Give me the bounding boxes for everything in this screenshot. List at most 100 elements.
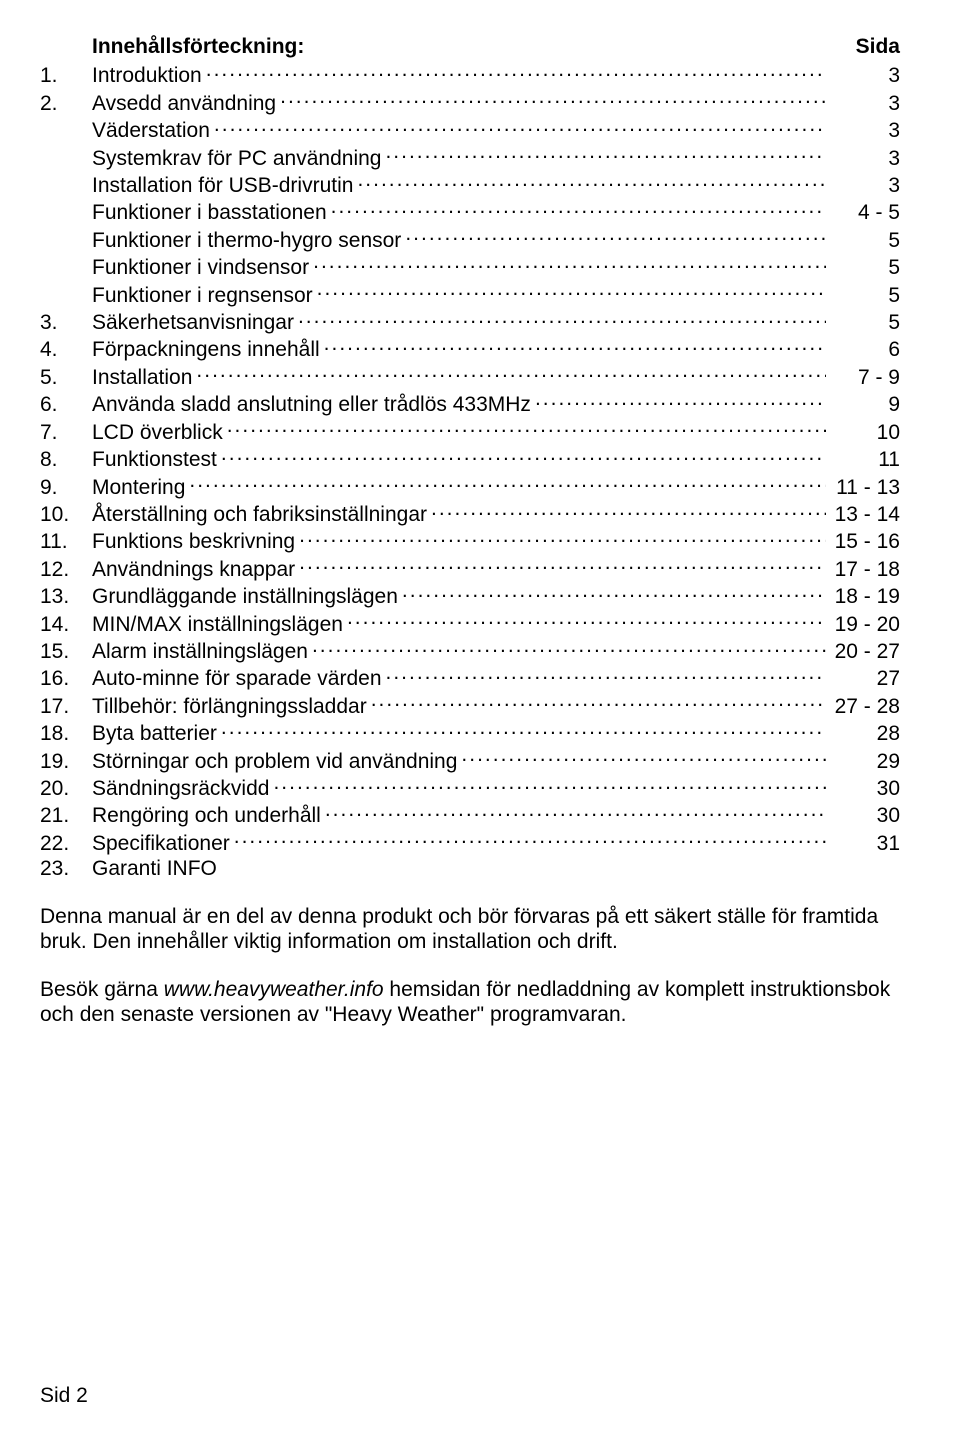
toc-page: 3 [830,118,900,143]
toc-leader [312,637,826,658]
toc-number: 16. [40,666,92,691]
toc-leader [227,418,826,439]
toc-label: Avsedd användning [92,91,276,116]
toc-leader [273,774,826,795]
toc-leader [298,308,826,329]
paragraph-1: Denna manual är en del av denna produkt … [40,904,900,955]
toc-page: 27 - 28 [830,694,900,719]
toc-page: 11 [830,447,900,472]
toc-number: 13. [40,584,92,609]
toc-number: 20. [40,776,92,801]
toc-leader [405,226,826,247]
toc-number: 12. [40,557,92,582]
toc-leader [331,198,826,219]
toc-number: 18. [40,721,92,746]
toc-row: 8.Funktionstest 11 [40,445,900,472]
toc-row: Funktioner i vindsensor 5 [40,253,900,280]
document-page: Innehållsförteckning: Sida 1.Introduktio… [0,0,960,1442]
toc-leader [371,692,826,713]
toc-label: Montering [92,475,185,500]
toc-page: 10 [830,420,900,445]
toc-number: 9. [40,475,92,500]
toc-label: LCD överblick [92,420,223,445]
toc-leader [214,116,826,137]
toc-label: Installation för USB-drivrutin [92,173,353,198]
toc-row: Funktioner i thermo-hygro sensor 5 [40,226,900,253]
toc-number: 10. [40,502,92,527]
toc-label: Installation [92,365,192,390]
toc-row: 10.Återställning och fabriksinställninga… [40,500,900,527]
paragraph-2-pre: Besök gärna [40,978,164,1001]
toc-leader [206,61,826,82]
toc-number: 22. [40,831,92,856]
toc-page: 3 [830,91,900,116]
toc-page: 5 [830,283,900,308]
toc-label: MIN/MAX inställningslägen [92,612,343,637]
toc-label: Sändningsräckvidd [92,776,269,801]
toc-number: 6. [40,392,92,417]
toc-page: 30 [830,776,900,801]
toc-page: 9 [830,392,900,417]
toc-page: 13 - 14 [830,502,900,527]
toc-leader [299,527,826,548]
toc-row: 15.Alarm inställningslägen 20 - 27 [40,637,900,664]
body-text: Denna manual är en del av denna produkt … [40,904,900,1028]
toc-row: 2.Avsedd användning 3 [40,89,900,116]
toc-row: 13.Grundläggande inställningslägen 18 - … [40,582,900,609]
toc-page: 11 - 13 [830,475,900,500]
toc-page: 19 - 20 [830,612,900,637]
toc-row: 5.Installation 7 - 9 [40,363,900,390]
toc-row: Funktioner i basstationen 4 - 5 [40,198,900,225]
toc-row: 21.Rengöring och underhåll 30 [40,801,900,828]
page-footer: Sid 2 [40,1383,88,1408]
toc-leader [325,801,826,822]
toc-row: 23.Garanti INFO [40,856,900,881]
toc-leader [234,829,826,850]
toc-leader [461,747,826,768]
toc-row: Installation för USB-drivrutin 3 [40,171,900,198]
toc-number: 11. [40,529,92,554]
toc-number: 19. [40,749,92,774]
toc-label: Störningar och problem vid användning [92,749,457,774]
toc-number: 5. [40,365,92,390]
toc-page-column-label: Sida [856,34,900,59]
toc-label: Introduktion [92,63,202,88]
toc-number: 2. [40,91,92,116]
toc-row: 16.Auto-minne för sparade värden 27 [40,664,900,691]
toc-leader [317,281,826,302]
toc-number: 3. [40,310,92,335]
paragraph-2: Besök gärna www.heavyweather.info hemsid… [40,977,900,1028]
toc-leader [347,610,826,631]
toc-row: 11.Funktions beskrivning 15 - 16 [40,527,900,554]
toc-label: Systemkrav för PC användning [92,146,381,171]
toc-label: Tillbehör: förlängningssladdar [92,694,367,719]
toc-number: 7. [40,420,92,445]
toc-label: Specifikationer [92,831,230,856]
toc-leader [221,445,826,466]
toc-header: Innehållsförteckning: Sida [40,34,900,59]
toc-label: Återställning och fabriksinställningar [92,502,427,527]
toc-number: 23. [40,856,92,881]
toc-leader [535,390,826,411]
toc-row: 19.Störningar och problem vid användning… [40,747,900,774]
toc-number: 1. [40,63,92,88]
toc-label: Funktioner i regnsensor [92,283,313,308]
toc-number: 15. [40,639,92,664]
toc-page: 27 [830,666,900,691]
toc-page: 18 - 19 [830,584,900,609]
toc-page: 29 [830,749,900,774]
toc-leader [221,719,826,740]
toc-page: 20 - 27 [830,639,900,664]
toc-row: 20.Sändningsräckvidd 30 [40,774,900,801]
toc-page: 3 [830,146,900,171]
toc-number: 4. [40,337,92,362]
toc-page: 15 - 16 [830,529,900,554]
toc-number: 8. [40,447,92,472]
toc-label: Rengöring och underhåll [92,803,321,828]
toc-label: Funktioner i basstationen [92,200,327,225]
toc-label: Funktioner i thermo-hygro sensor [92,228,401,253]
toc-leader [385,144,826,165]
toc-page: 5 [830,310,900,335]
table-of-contents: 1.Introduktion 32.Avsedd användning 3Väd… [40,61,900,881]
toc-label: Väderstation [92,118,210,143]
